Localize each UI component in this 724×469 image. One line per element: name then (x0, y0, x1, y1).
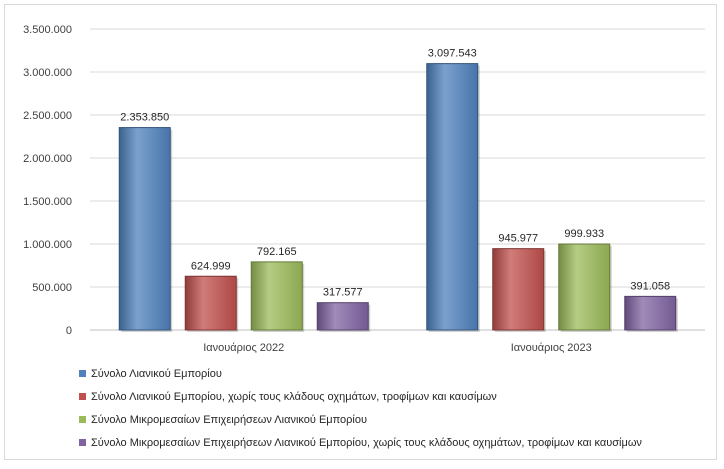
legend-item: Σύνολο Μικρομεσαίων Επιχειρήσεων Λιανικο… (79, 434, 699, 451)
data-label: 391.058 (630, 280, 670, 292)
bar (492, 248, 545, 331)
legend-item: Σύνολο Λιανικού Εμπορίου (79, 365, 699, 382)
bars (118, 63, 678, 332)
legend-swatch (79, 416, 86, 423)
legend-label: Σύνολο Λιανικού Εμπορίου (91, 367, 222, 380)
x-axis-tick-labels: Ιανουάριος 2022 Ιανουάριος 2023 (203, 342, 592, 354)
legend-swatch (79, 439, 86, 446)
data-label: 999.933 (564, 228, 604, 240)
x-tick-label: Ιανουάριος 2023 (511, 342, 592, 354)
legend-label: Σύνολο Μικρομεσαίων Επιχειρήσεων Λιανικο… (91, 436, 642, 449)
data-label: 624.999 (191, 260, 231, 272)
y-tick-label: 3.000.000 (23, 67, 72, 79)
legend-label: Σύνολο Μικρομεσαίων Επιχειρήσεων Λιανικο… (91, 413, 367, 426)
legend-label: Σύνολο Λιανικού Εμπορίου, χωρίς τους κλά… (91, 390, 497, 403)
bar (316, 302, 369, 331)
data-label: 3.097.543 (428, 48, 477, 60)
bar (118, 127, 171, 331)
bar (426, 63, 479, 331)
bar-chart: 0 500.000 1.000.000 1.500.000 2.000.000 2.500… (23, 24, 705, 354)
legend-item: Σύνολο Μικρομεσαίων Επιχειρήσεων Λιανικο… (79, 411, 699, 428)
data-label: 317.577 (323, 287, 363, 299)
legend-item: Σύνολο Λιανικού Εμπορίου, χωρίς τους κλά… (79, 388, 699, 405)
y-axis-tick-labels: 0 500.000 1.000.000 1.500.000 2.000.000 2.500… (23, 24, 72, 337)
data-label: 792.165 (257, 246, 297, 258)
bar (624, 295, 677, 331)
legend: Σύνολο Λιανικού Εμπορίου Σύνολο Λιανικού … (79, 365, 699, 457)
y-tick-label: 2.000.000 (23, 153, 72, 165)
y-tick-label: 3.500.000 (23, 24, 72, 36)
y-tick-label: 2.500.000 (23, 110, 72, 122)
legend-swatch (79, 370, 86, 377)
bar (558, 243, 611, 331)
legend-swatch (79, 393, 86, 400)
bar (250, 261, 303, 331)
y-tick-label: 500.000 (32, 282, 72, 294)
chart-frame: 0 500.000 1.000.000 1.500.000 2.000.000 2.500… (4, 4, 717, 460)
data-labels: 2.353.850 624.999 792.165 317.577 3.097.543 9… (120, 48, 670, 299)
data-label: 2.353.850 (120, 112, 169, 124)
gridlines (90, 28, 705, 331)
y-tick-label: 0 (66, 325, 72, 337)
y-tick-label: 1.000.000 (23, 239, 72, 251)
data-label: 945.977 (498, 233, 538, 245)
x-tick-label: Ιανουάριος 2022 (203, 342, 284, 354)
y-tick-label: 1.500.000 (23, 196, 72, 208)
bar (184, 275, 237, 331)
